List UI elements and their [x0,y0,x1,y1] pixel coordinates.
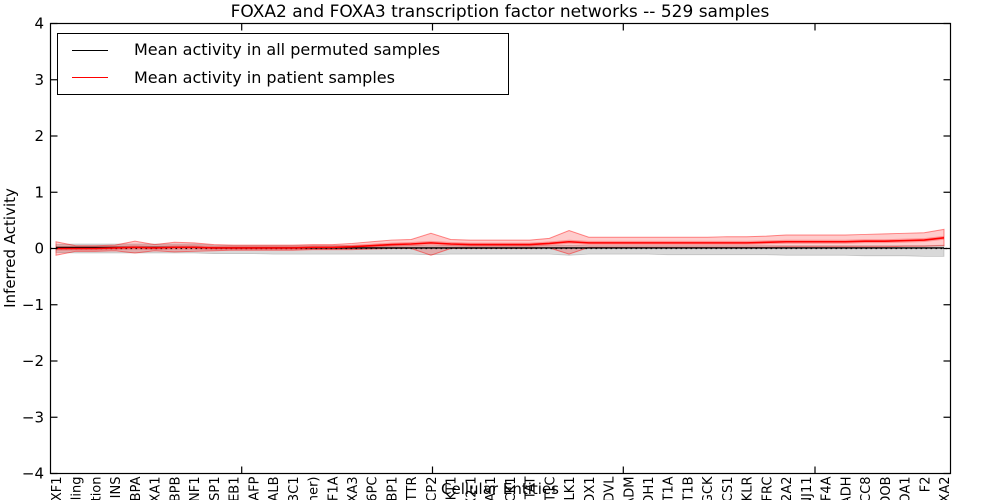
x-category-label: FOXA1 [149,477,164,500]
x-category-label: CPT1C [543,477,558,500]
x-category-label: IGFBP1 [385,477,400,500]
x-category-label: ABCC8 [859,477,874,500]
x-category-label: TAT [524,476,539,500]
x-category-label: CPT1A [662,476,677,500]
x-category-label: TFRC [760,477,775,500]
y-tick-label: 1 [34,183,44,201]
y-tick-label: −2 [22,352,44,370]
x-category-label: chromatin remodeling [70,477,85,500]
legend-box: Mean activity in all permuted samples Me… [57,33,509,95]
x-category-label: CEBPB [168,477,183,500]
x-category-label: KCNJ11 [800,477,815,500]
x-category-label: CEBPA [129,476,144,500]
legend-item-patient: Mean activity in patient samples [72,67,508,89]
x-category-label: AKT1 [445,477,460,500]
x-category-label: AFP [247,476,262,500]
patient-range-band [55,228,945,256]
x-category-label: INS [109,477,124,499]
x-category-label: ACADM [622,477,637,500]
legend-label-patient: Mean activity in patient samples [134,67,395,87]
x-category-label: HMGCS1 [721,477,736,500]
x-category-label: HNF1A (dimer) [307,477,322,500]
x-category-label: ALDOB [879,477,894,500]
x-category-label: CREB1 [228,477,243,500]
x-category-label: ACADVL [603,476,618,500]
patient-line-swatch [72,77,108,79]
x-category-label: FOXF1 [50,477,65,500]
x-category-label: NKX2-1 [464,477,479,500]
x-axis-label: Cellular Entities [441,480,559,498]
x-category-label: PKLR [741,477,756,500]
x-category-label: GCK [701,476,716,500]
x-category-label: TTR [405,477,420,500]
x-category-label: HADH [839,477,854,500]
x-category-label: FOXA2 [938,477,953,500]
x-category-label: HNF4A [820,476,835,500]
x-category-label: F2 [918,477,933,493]
x-category-label: APOA1 [899,477,914,500]
y-tick-label: −4 [22,465,44,483]
x-category-label: BDH1 [642,477,657,500]
x-category-label: DLK1 [563,477,578,500]
x-category-label: ALB [267,477,282,500]
x-category-label: ALAS1 [484,477,499,500]
y-tick-label: 3 [34,71,44,89]
x-category-label: UCP2 [425,477,440,500]
x-category-label: FOXA3 [346,477,361,500]
chart-title: FOXA2 and FOXA3 transcription factor net… [230,2,770,22]
x-category-label: CPT1B [681,477,696,500]
y-tick-label: 2 [34,127,44,145]
x-category-label: response to starvation [89,477,104,500]
x-category-label: PDX1 [583,477,598,500]
x-category-label: SLC2A2 [780,477,795,500]
x-category-label: NF1 [188,477,203,500]
x-category-label: HNF1A [326,476,341,500]
y-tick-label: −3 [22,408,44,426]
patient-range-band-core [56,235,944,251]
legend-item-permuted: Mean activity in all permuted samples [72,39,508,61]
x-category-label: G6PC [366,477,381,500]
legend-label-permuted: Mean activity in all permuted samples [134,40,441,60]
y-tick-label: 4 [34,15,44,33]
permuted-line-swatch [72,49,108,51]
x-category-label: PCK1 [504,477,519,500]
x-category-label: NR3C1 [287,477,302,500]
y-tick-label: −1 [22,296,44,314]
y-tick-label: 0 [34,240,44,258]
patient-mean-line [56,237,945,250]
x-category-label: SP1 [208,477,223,500]
